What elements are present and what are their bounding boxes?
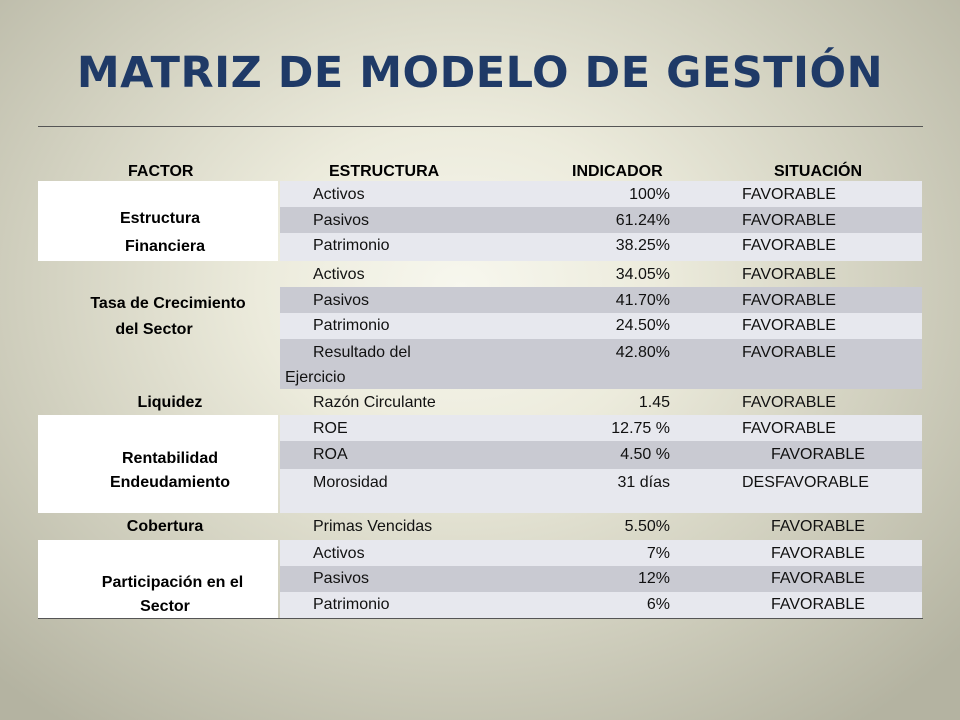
- situacion-cell: FAVORABLE: [742, 420, 836, 437]
- situacion-cell: FAVORABLE: [742, 344, 836, 361]
- row-bg: [280, 313, 922, 339]
- indicador-cell: 4.50 %: [620, 446, 670, 463]
- indicador-cell: 31 días: [617, 474, 670, 491]
- header-factor: FACTOR: [128, 163, 194, 180]
- estructura-cell: Patrimonio: [313, 237, 390, 254]
- estructura-cell: ROA: [313, 446, 348, 463]
- estructura-cell: Resultado del: [313, 344, 411, 361]
- row-bg: [280, 540, 922, 566]
- row-bg: [280, 181, 922, 207]
- row-bg: [280, 364, 360, 389]
- header-estructura: ESTRUCTURA: [329, 163, 440, 180]
- factor-label: Cobertura: [126, 518, 204, 535]
- indicador-cell: 100%: [629, 186, 670, 203]
- indicador-cell: 5.50%: [624, 518, 670, 535]
- factor-label: Financiera: [124, 238, 206, 255]
- title-divider: [38, 126, 923, 127]
- estructura-cell: Patrimonio: [313, 596, 390, 613]
- situacion-cell: DESFAVORABLE: [742, 474, 869, 491]
- estructura-cell: Pasivos: [313, 212, 370, 229]
- indicador-cell: 6%: [646, 596, 670, 613]
- estructura-cell: Primas Vencidas: [313, 518, 433, 535]
- situacion-cell: FAVORABLE: [742, 237, 836, 254]
- indicador-cell: 12.75 %: [611, 420, 670, 437]
- estructura-cell: Activos: [313, 186, 365, 203]
- row-bg: [280, 469, 922, 513]
- indicador-cell: 34.05%: [615, 266, 670, 283]
- indicador-cell: 38.25%: [615, 237, 670, 254]
- estructura-cell: ROE: [313, 420, 348, 437]
- factor-label: Rentabilidad: [121, 450, 218, 467]
- indicador-cell: 41.70%: [615, 292, 670, 309]
- estructura-cell: Pasivos: [313, 570, 370, 587]
- situacion-cell: FAVORABLE: [742, 212, 836, 229]
- estructura-cell: Activos: [313, 545, 365, 562]
- situacion-cell: FAVORABLE: [771, 446, 865, 463]
- situacion-cell: FAVORABLE: [742, 186, 836, 203]
- estructura-cell: Activos: [313, 266, 365, 283]
- indicador-cell: 1.45: [638, 394, 670, 411]
- situacion-cell: FAVORABLE: [771, 596, 865, 613]
- situacion-cell: FAVORABLE: [771, 570, 865, 587]
- row-bg: [280, 415, 922, 441]
- situacion-cell: FAVORABLE: [771, 545, 865, 562]
- header-indicador: INDICADOR: [572, 163, 663, 180]
- row-bg: [280, 566, 922, 592]
- factor-label: Tasa de Crecimiento: [90, 295, 246, 312]
- indicador-cell: 12%: [637, 570, 670, 587]
- row-bg: [280, 339, 922, 389]
- factor-block: [38, 540, 278, 618]
- situacion-cell: FAVORABLE: [742, 266, 836, 283]
- factor-label: Sector: [140, 598, 190, 615]
- row-bg: [280, 207, 922, 233]
- factor-label: Endeudamiento: [109, 474, 230, 491]
- estructura-cell: Morosidad: [313, 474, 388, 491]
- header-situacion: SITUACIÓN: [774, 163, 862, 180]
- situacion-cell: FAVORABLE: [742, 394, 836, 411]
- row-bg: [280, 287, 922, 313]
- indicador-cell: 61.24%: [615, 212, 670, 229]
- row-bg: [280, 592, 922, 618]
- indicador-cell: 24.50%: [615, 317, 670, 334]
- estructura-cell: Patrimonio: [313, 317, 390, 334]
- indicador-cell: 42.80%: [615, 344, 670, 361]
- factor-label: Liquidez: [137, 394, 203, 411]
- row-bg: [280, 441, 922, 469]
- factor-block: [38, 181, 278, 261]
- estructura-cell: Pasivos: [313, 292, 370, 309]
- page-title: MATRIZ DE MODELO DE GESTIÓN: [76, 48, 884, 98]
- row-bg: [280, 233, 922, 261]
- situacion-cell: FAVORABLE: [742, 292, 836, 309]
- factor-block: [38, 415, 278, 513]
- estructura-cell: Razón Circulante: [313, 394, 436, 411]
- factor-label: del Sector: [115, 321, 193, 338]
- situacion-cell: FAVORABLE: [742, 317, 836, 334]
- table-bottom-border: [38, 618, 923, 619]
- indicador-cell: 7%: [646, 545, 670, 562]
- situacion-cell: FAVORABLE: [771, 518, 865, 535]
- estructura-cell-cont: Ejercicio: [285, 369, 346, 386]
- factor-label: Estructura: [119, 210, 201, 227]
- factor-label: Participación en el: [101, 574, 244, 591]
